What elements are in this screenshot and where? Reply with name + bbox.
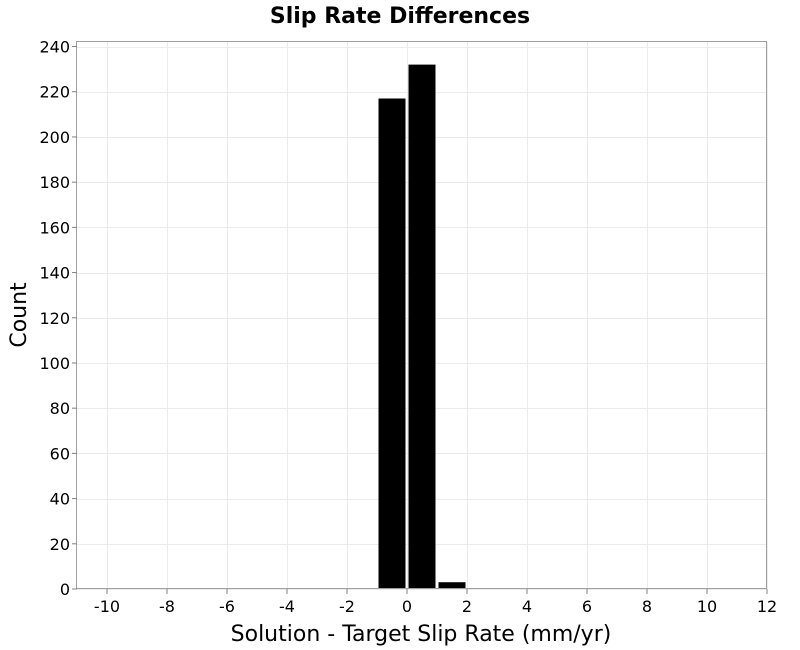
x-tick-label: 2 [462, 597, 472, 616]
y-tick-label: 180 [39, 173, 70, 192]
histogram-bar [438, 582, 466, 589]
x-axis-ticks: -10 -8 -6 -4 -2 0 2 4 6 8 10 12 [94, 589, 777, 616]
y-tick-label: 120 [39, 309, 70, 328]
y-tick-label: 20 [50, 535, 70, 554]
y-tick-label: 80 [50, 399, 70, 418]
bars [378, 64, 466, 590]
x-tick-label: -8 [159, 597, 175, 616]
x-tick-label: 6 [582, 597, 592, 616]
y-tick-label: 100 [39, 354, 70, 373]
y-axis-label: Count [7, 282, 32, 348]
y-tick-label: 40 [50, 490, 70, 509]
y-tick-label: 160 [39, 218, 70, 237]
y-tick-label: 140 [39, 264, 70, 283]
histogram-bar [378, 98, 406, 589]
histogram-bar [408, 64, 436, 590]
x-tick-label: -2 [339, 597, 355, 616]
x-tick-label: 4 [522, 597, 532, 616]
y-tick-label: 240 [39, 38, 70, 57]
x-tick-label: 10 [697, 597, 717, 616]
x-tick-label: 12 [757, 597, 777, 616]
x-tick-label: -10 [94, 597, 120, 616]
y-tick-label: 200 [39, 128, 70, 147]
x-axis-label: Solution - Target Slip Rate (mm/yr) [231, 622, 612, 647]
y-tick-label: 220 [39, 83, 70, 102]
x-tick-label: 8 [642, 597, 652, 616]
x-tick-label: -4 [279, 597, 295, 616]
y-tick-label: 0 [60, 580, 70, 599]
y-axis-ticks: 0 20 40 60 80 100 120 140 160 180 200 220 240 [39, 38, 77, 599]
chart-title: Slip Rate Differences [270, 4, 530, 29]
y-tick-label: 60 [50, 444, 70, 463]
x-tick-label: 0 [402, 597, 412, 616]
x-tick-label: -6 [219, 597, 235, 616]
plot-frame [76, 41, 767, 589]
